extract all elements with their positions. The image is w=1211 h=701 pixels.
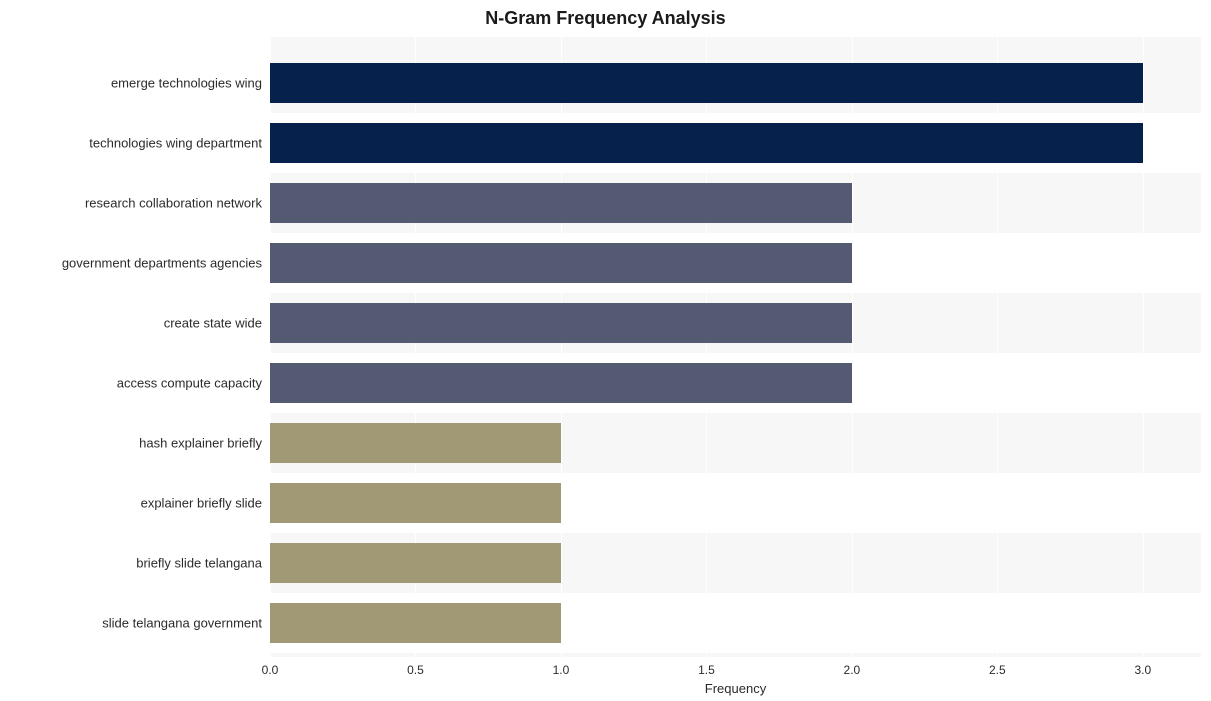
bar xyxy=(270,243,852,283)
x-axis: Frequency 0.00.51.01.52.02.53.0 xyxy=(270,657,1201,697)
x-tick-label: 1.0 xyxy=(553,663,570,677)
y-tick-label: slide telangana government xyxy=(102,616,262,631)
bar xyxy=(270,603,561,643)
x-axis-title: Frequency xyxy=(705,681,766,696)
x-tick-label: 0.0 xyxy=(262,663,279,677)
y-tick-label: government departments agencies xyxy=(62,256,262,271)
x-tick-label: 2.5 xyxy=(989,663,1006,677)
bar xyxy=(270,423,561,463)
y-tick-label: briefly slide telangana xyxy=(136,556,262,571)
ngram-chart: N-Gram Frequency Analysis emerge technol… xyxy=(0,0,1211,701)
bar xyxy=(270,483,561,523)
y-tick-label: research collaboration network xyxy=(85,196,262,211)
chart-title: N-Gram Frequency Analysis xyxy=(10,8,1201,29)
bar xyxy=(270,543,561,583)
x-tick-label: 1.5 xyxy=(698,663,715,677)
bar xyxy=(270,63,1143,103)
y-tick-label: emerge technologies wing xyxy=(111,76,262,91)
y-tick-label: hash explainer briefly xyxy=(139,436,262,451)
y-tick-label: create state wide xyxy=(164,316,262,331)
y-axis-labels: emerge technologies wing technologies win… xyxy=(10,37,270,657)
plot-wrap: emerge technologies wing technologies win… xyxy=(10,37,1201,657)
bar xyxy=(270,183,852,223)
x-tick-label: 0.5 xyxy=(407,663,424,677)
y-tick-label: technologies wing department xyxy=(89,136,262,151)
plot-area xyxy=(270,37,1201,657)
gridline xyxy=(1143,37,1144,657)
y-tick-label: access compute capacity xyxy=(117,376,262,391)
x-tick-label: 2.0 xyxy=(844,663,861,677)
bar xyxy=(270,303,852,343)
y-tick-label: explainer briefly slide xyxy=(141,496,262,511)
bar xyxy=(270,123,1143,163)
bar xyxy=(270,363,852,403)
x-tick-label: 3.0 xyxy=(1134,663,1151,677)
